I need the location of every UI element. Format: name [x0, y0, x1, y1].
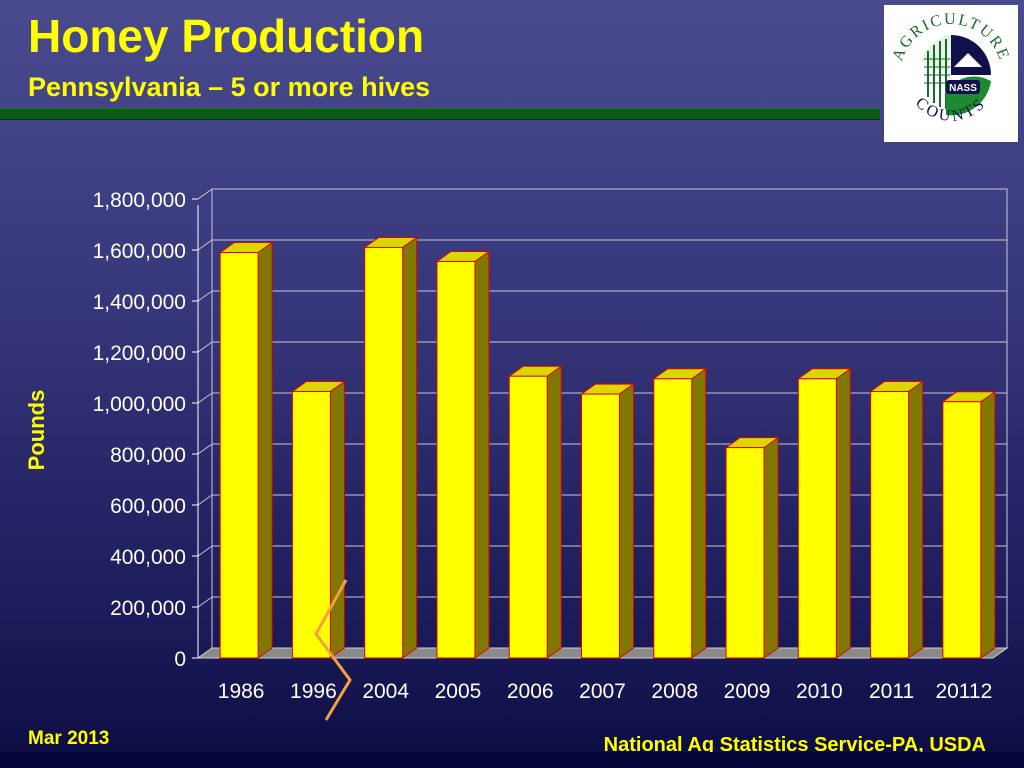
bar-front: [797, 378, 837, 659]
bar-front: [870, 391, 910, 659]
x-tick-label: 1996: [290, 680, 337, 703]
bar-side: [474, 250, 490, 659]
bar-side: [908, 380, 924, 659]
nass-logo-icon: NASS AGRICULTURE COUNTS: [889, 11, 1010, 125]
logo-badge-text: NASS: [949, 83, 977, 94]
x-tick-label: 2007: [579, 680, 626, 703]
bar-2011: [869, 380, 925, 659]
y-tick-label: 1,200,000: [93, 342, 186, 365]
bar-1996: [290, 380, 346, 659]
bar-2008: [652, 367, 708, 659]
y-tick-label: 1,400,000: [93, 291, 186, 314]
slide-title: Honey Production: [28, 10, 425, 62]
slide-subtitle: Pennsylvania – 5 or more hives: [28, 72, 431, 102]
bar-front: [436, 260, 476, 659]
bar-2009: [724, 436, 780, 659]
bar-2004: [363, 236, 419, 659]
y-tick-label: 1,600,000: [93, 240, 186, 263]
bar-front: [364, 246, 404, 659]
bar-front: [219, 252, 259, 659]
bar-side: [329, 380, 345, 659]
bar-front: [725, 447, 765, 659]
agriculture-counts-logo: NASS AGRICULTURE COUNTS: [884, 5, 1018, 142]
bar-front: [291, 391, 331, 659]
bar-2005: [435, 250, 491, 659]
bar-20112: [941, 390, 997, 659]
gridline-side: [197, 596, 213, 608]
bar-side: [619, 383, 634, 659]
x-tick-label: 2008: [651, 680, 698, 703]
x-tick-label: 2004: [362, 680, 409, 703]
chart-axes: [192, 198, 199, 659]
gridline-side: [197, 392, 213, 404]
bar-2007: [579, 383, 636, 659]
bar-side: [763, 436, 779, 659]
x-tick-label: 20112: [935, 680, 992, 703]
footer-source: National Ag Statistics Service-PA, USDA: [603, 734, 986, 756]
header-green-bar: [0, 108, 880, 120]
bar-1986: [218, 241, 274, 659]
y-tick-label: 1,800,000: [93, 189, 186, 212]
gridline-side: [197, 341, 213, 353]
bar-side: [402, 236, 418, 659]
x-tick-label: 2011: [869, 680, 914, 703]
y-axis-label: Pounds: [24, 390, 49, 471]
bottom-strip: [0, 752, 1024, 768]
bar-side: [257, 241, 273, 659]
bar-front: [653, 378, 693, 659]
gridline-side: [197, 290, 213, 302]
x-tick-label: 1986: [218, 680, 265, 703]
gridline-side: [197, 239, 213, 251]
y-tick-label: 0: [174, 648, 186, 671]
bar-side: [546, 365, 562, 659]
footer-date: Mar 2013: [28, 728, 110, 749]
y-tick-label: 400,000: [110, 546, 186, 569]
bar-front: [942, 401, 982, 659]
x-tick-label: 2005: [435, 680, 482, 703]
gridline-side: [197, 188, 213, 200]
bar-front: [508, 375, 548, 659]
bar-side: [980, 390, 996, 659]
chart-labels: 0 200,000 400,000 600,000 800,000 1,000,000 1,…: [93, 189, 993, 703]
bar-front: [581, 393, 620, 659]
gridline-side: [197, 443, 213, 455]
gridline-side: [197, 545, 213, 557]
y-tick-label: 600,000: [110, 495, 186, 518]
bar-side: [835, 367, 851, 659]
x-tick-label: 2009: [724, 680, 771, 703]
y-tick-label: 200,000: [110, 597, 186, 620]
bar-2010: [796, 367, 852, 659]
bar-2006: [507, 365, 563, 659]
chart-bars: [218, 236, 997, 659]
x-tick-label: 2006: [507, 680, 554, 703]
y-tick-label: 1,000,000: [93, 393, 186, 416]
gridline-side: [197, 494, 213, 506]
y-tick-label: 800,000: [110, 444, 186, 467]
axis-break-mark: [314, 579, 352, 721]
bar-side: [691, 367, 707, 659]
x-tick-label: 2010: [796, 680, 843, 703]
